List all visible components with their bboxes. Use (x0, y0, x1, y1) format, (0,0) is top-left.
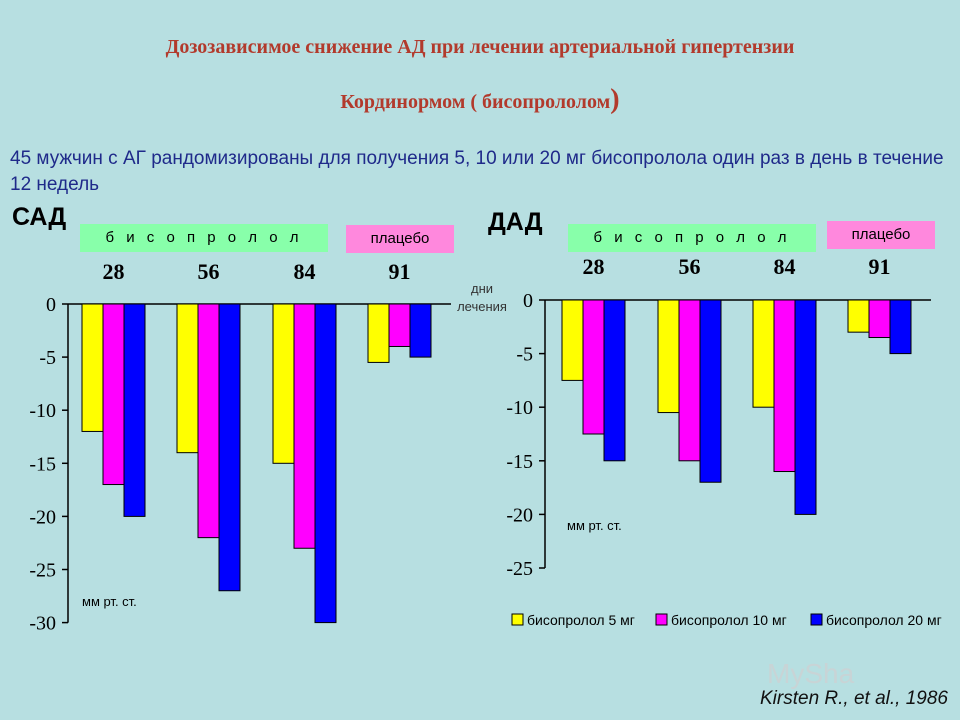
chart-title-line1: Дозозависимое снижение АД при лечении ар… (165, 36, 795, 58)
sad-y-tick-label: 0 (46, 294, 56, 316)
dad-bar (699, 299, 722, 483)
dad-category-label: 56 (679, 254, 701, 279)
legend-swatch (655, 613, 668, 626)
sad-bar (176, 303, 199, 454)
sad-bar (388, 303, 411, 347)
dad-y-tick-label: -20 (506, 504, 533, 526)
sad-y-tick-label: -10 (29, 400, 56, 422)
sad-bar (123, 303, 146, 517)
dad-category-label: 84 (774, 254, 796, 279)
dad-unit-label: мм рт. ст. (567, 518, 622, 533)
legend-label: бисопролол 20 мг (826, 612, 942, 628)
legend-label: бисопролол 5 мг (527, 612, 635, 628)
sad-y-tick-label: -15 (29, 453, 56, 475)
sad-y-tick-label: -20 (29, 506, 56, 528)
sad-category-label: 28 (103, 259, 125, 284)
source-credit: Kirsten R., et al., 1986 (760, 688, 948, 709)
dad-y-tick-label: -5 (516, 344, 533, 366)
sad-bar (409, 303, 432, 358)
sad-bar (293, 303, 316, 549)
dad-placebo-tag: плацебо (827, 221, 935, 249)
days-of-treatment-label: дни лечения (452, 280, 512, 316)
days-label-line2: лечения (457, 299, 507, 314)
sad-category-label: 56 (198, 259, 220, 284)
sad-bar (272, 303, 295, 464)
sad-y-tick-label: -25 (29, 560, 56, 582)
sad-category-label: 84 (294, 259, 316, 284)
dad-panel-title: ДАД (488, 208, 543, 236)
title-line2-paren: ) (610, 84, 620, 115)
dad-bar (868, 299, 891, 339)
sad-bar (197, 303, 220, 539)
sad-bar (218, 303, 241, 592)
dad-drug-tag: б и с о п р о л о л (568, 224, 816, 252)
sad-bar (367, 303, 390, 363)
sad-y-tick-label: -30 (29, 613, 56, 635)
dad-bar (794, 299, 817, 515)
sad-bar (81, 303, 104, 432)
dad-bar (752, 299, 775, 408)
sad-bar (314, 303, 337, 624)
dad-y-tick-label: 0 (523, 290, 533, 312)
legend-label: бисопролол 10 мг (671, 612, 787, 628)
chart-title-line2: Кординормом ( бисопрололом) (0, 84, 960, 116)
dad-category-label: 28 (583, 254, 605, 279)
sad-bar (102, 303, 125, 486)
legend-swatch (810, 613, 823, 626)
dad-bar (657, 299, 680, 414)
watermark-logo: MySha (767, 658, 855, 689)
sad-drug-tag: б и с о п р о л о л (80, 224, 328, 252)
dad-bar (773, 299, 796, 473)
dad-bar (678, 299, 701, 462)
dad-bar (889, 299, 912, 355)
legend-swatch (511, 613, 524, 626)
dad-y-tick-label: -25 (506, 558, 533, 580)
sad-unit-label: мм рт. ст. (82, 594, 137, 609)
dad-category-label: 91 (869, 254, 891, 279)
days-label-line1: дни (470, 281, 494, 296)
sad-placebo-tag: плацебо (346, 225, 454, 253)
sad-y-tick-label: -5 (39, 347, 56, 369)
title-line2-text: Кординормом ( бисопрололом (340, 91, 611, 113)
dad-y-tick-label: -10 (506, 397, 533, 419)
dad-bar (603, 299, 626, 462)
dad-bar (582, 299, 605, 435)
sad-category-label: 91 (389, 259, 411, 284)
study-description: 45 мужчин с АГ рандомизированы для получ… (10, 148, 944, 195)
sad-panel-title: САД (12, 203, 67, 231)
dad-bar (561, 299, 584, 381)
dad-bar (847, 299, 870, 333)
dad-y-tick-label: -15 (506, 451, 533, 473)
